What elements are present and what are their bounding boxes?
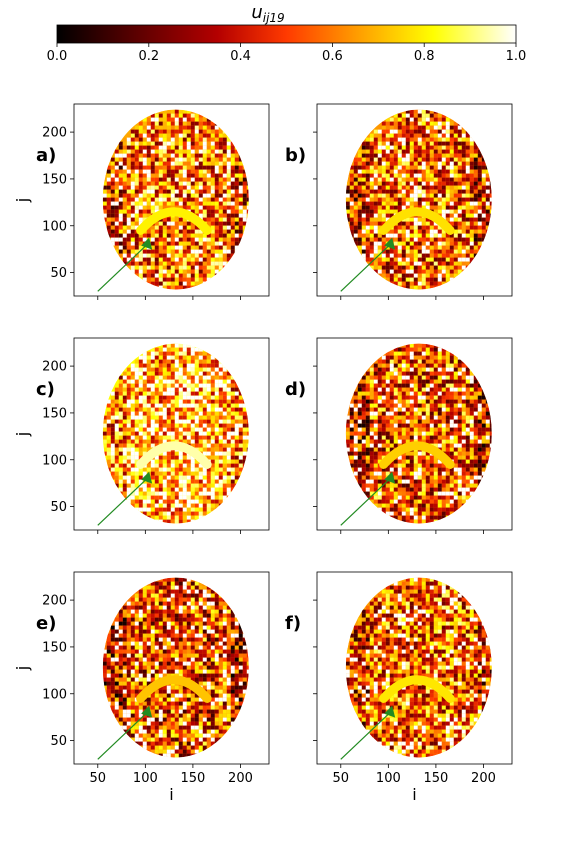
y-tick-label: 150: [42, 640, 67, 655]
y-tick-label: 100: [42, 687, 67, 702]
colorbar-tick-label: 0.8: [414, 49, 435, 64]
brain-slice-image: [345, 343, 492, 524]
y-tick-label: 50: [50, 734, 67, 749]
x-tick-label: 150: [423, 771, 448, 786]
colorbar-tick-label: 0.0: [47, 49, 68, 64]
axes-frame: [316, 103, 513, 297]
arrow-head-icon: [141, 237, 153, 250]
brain-slice-image: [102, 343, 249, 524]
colorbar-title-main: u: [251, 2, 262, 23]
arrow-head-icon: [141, 471, 153, 484]
y-axis-label: j: [13, 666, 32, 671]
brain-slice-image: [102, 109, 249, 290]
arrow-line: [340, 242, 393, 292]
y-tick-label: 200: [42, 594, 67, 609]
y-axis-label: j: [13, 198, 32, 203]
panel-label: b): [285, 145, 306, 166]
x-tick-label: 150: [180, 771, 205, 786]
arrow-line: [97, 242, 150, 292]
axes-frame: [73, 337, 270, 531]
axes-frame: [73, 103, 270, 297]
axes-frame: [316, 571, 513, 765]
x-tick-label: 200: [471, 771, 496, 786]
panel-b: b): [285, 103, 513, 300]
colorbar-title: uij19: [251, 2, 284, 25]
x-tick-label: 200: [228, 771, 253, 786]
y-tick-label: 100: [42, 219, 67, 234]
y-tick-label: 150: [42, 406, 67, 421]
panel-a: 50 100 150 200 j a): [13, 103, 270, 300]
x-tick-label: 100: [133, 771, 158, 786]
y-tick-label: 50: [50, 500, 67, 515]
brain-slice-image: [345, 577, 492, 758]
arrow-line: [340, 710, 393, 760]
colorbar-tick-label: 0.6: [322, 49, 343, 64]
colorbar: [56, 24, 517, 44]
panels: 50 100 150 200 j a) b) 50 100 150 200 j c) d) 50 100 150…: [13, 103, 513, 804]
x-axis-label: i: [169, 785, 173, 804]
colorbar-title-sub: ij19: [263, 11, 285, 25]
y-tick-label: 100: [42, 453, 67, 468]
brain-slice-image: [345, 109, 492, 290]
colorbar-ticks: 0.0 0.2 0.4 0.6 0.8 1.0: [47, 43, 527, 64]
panel-label: f): [285, 613, 301, 634]
panel-label: c): [36, 379, 55, 400]
x-tick-label: 100: [376, 771, 401, 786]
axes-frame: [73, 571, 270, 765]
panel-label: a): [36, 145, 56, 166]
panel-d: d): [285, 337, 513, 534]
axes-frame: [316, 337, 513, 531]
x-axis-label: i: [412, 785, 416, 804]
arrow-head-icon: [141, 705, 153, 718]
arrow-line: [97, 710, 150, 760]
arrow-line: [340, 476, 393, 526]
panel-f: 50 100 150 200 i f): [285, 571, 513, 804]
x-tick-label: 50: [90, 771, 107, 786]
arrow-head-icon: [384, 705, 396, 718]
panel-c: 50 100 150 200 j c): [13, 337, 270, 534]
y-tick-label: 200: [42, 126, 67, 141]
panel-label: d): [285, 379, 306, 400]
y-tick-label: 50: [50, 266, 67, 281]
y-tick-label: 150: [42, 172, 67, 187]
arrow-head-icon: [384, 471, 396, 484]
arrow-line: [97, 476, 150, 526]
colorbar-tick-label: 1.0: [506, 49, 527, 64]
y-axis-label: j: [13, 432, 32, 437]
colorbar-tick-label: 0.2: [138, 49, 159, 64]
colorbar-tick-label: 0.4: [230, 49, 251, 64]
brain-slice-image: [102, 577, 249, 758]
panel-e: 50 100 150 200 50 100 150 200 j i e): [13, 571, 270, 804]
x-tick-label: 50: [333, 771, 350, 786]
arrow-head-icon: [384, 237, 396, 250]
panel-label: e): [36, 613, 56, 634]
y-tick-label: 200: [42, 360, 67, 375]
